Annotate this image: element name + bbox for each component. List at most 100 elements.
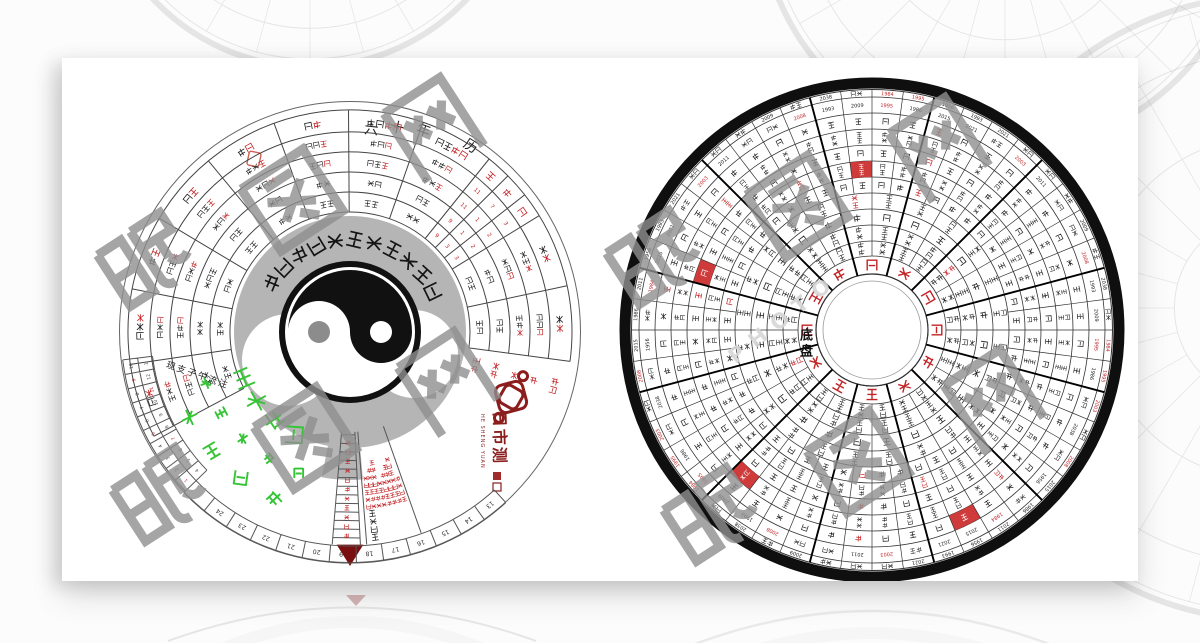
svg-text:1984: 1984 xyxy=(990,510,1004,522)
svg-text:7: 7 xyxy=(170,435,177,441)
svg-text:2003: 2003 xyxy=(1013,155,1027,168)
svg-text:3: 3 xyxy=(443,243,450,250)
svg-text:5: 5 xyxy=(185,457,192,463)
left-wheel-title-char: 年 xyxy=(414,121,433,141)
svg-text:2009: 2009 xyxy=(761,113,775,124)
svg-text:2021: 2021 xyxy=(665,224,676,238)
svg-text:10: 10 xyxy=(153,398,161,406)
svg-text:1986: 1986 xyxy=(1088,367,1096,381)
svg-text:2021: 2021 xyxy=(911,557,925,565)
svg-text:22: 22 xyxy=(261,533,271,542)
svg-text:1956: 1956 xyxy=(969,536,983,547)
svg-text:9: 9 xyxy=(131,378,138,382)
svg-text:4: 4 xyxy=(194,467,200,473)
svg-text:2009: 2009 xyxy=(789,549,803,559)
svg-text:1995: 1995 xyxy=(1099,369,1107,383)
svg-text:8: 8 xyxy=(135,392,142,397)
svg-text:2021: 2021 xyxy=(937,538,951,548)
svg-text:23: 23 xyxy=(237,521,247,531)
svg-text:5: 5 xyxy=(150,431,157,436)
svg-text:2011: 2011 xyxy=(717,155,731,168)
svg-text:6: 6 xyxy=(177,446,184,452)
svg-text:1986: 1986 xyxy=(909,106,923,114)
svg-text:4: 4 xyxy=(157,443,164,449)
svg-text:2: 2 xyxy=(469,244,476,250)
svg-text:2: 2 xyxy=(174,466,181,472)
image-canvas: 1111997113322313141516171819202122232414… xyxy=(62,58,1138,581)
svg-text:11: 11 xyxy=(472,187,481,196)
brand-seal-logo-latin: HE SHENG YUAN xyxy=(479,414,485,469)
svg-text:13: 13 xyxy=(484,499,495,509)
left-wheel-title-char: 六 xyxy=(363,121,379,138)
svg-text:2011: 2011 xyxy=(1034,175,1047,189)
svg-text:2015: 2015 xyxy=(937,113,951,123)
svg-text:1984: 1984 xyxy=(648,279,656,293)
svg-text:2008: 2008 xyxy=(793,113,807,123)
ghost-wheel xyxy=(150,0,470,70)
svg-text:2008: 2008 xyxy=(1080,251,1090,265)
svg-text:1: 1 xyxy=(143,362,149,366)
svg-text:24: 24 xyxy=(215,507,226,517)
svg-text:1986: 1986 xyxy=(679,448,691,462)
svg-text:3: 3 xyxy=(502,221,509,228)
svg-text:9: 9 xyxy=(158,412,165,417)
svg-text:17: 17 xyxy=(391,545,400,553)
svg-text:7: 7 xyxy=(488,204,495,211)
svg-text:11: 11 xyxy=(149,386,156,393)
svg-text:2038: 2038 xyxy=(1068,422,1079,436)
left-wheel-title-char: 十 xyxy=(388,119,405,138)
svg-text:2009: 2009 xyxy=(1092,309,1099,322)
svg-text:1: 1 xyxy=(473,217,480,224)
logo-char: 日 xyxy=(489,410,510,428)
svg-text:2015: 2015 xyxy=(964,526,978,537)
bottom-pointer xyxy=(336,544,364,566)
svg-text:12: 12 xyxy=(145,373,152,380)
svg-text:1956: 1956 xyxy=(1034,471,1047,485)
svg-text:2009: 2009 xyxy=(1078,219,1089,233)
svg-text:3: 3 xyxy=(165,455,172,461)
svg-text:1993: 1993 xyxy=(821,106,835,114)
svg-text:9: 9 xyxy=(433,233,440,240)
logo-char: 市 xyxy=(489,428,510,446)
svg-text:2021: 2021 xyxy=(964,123,978,134)
svg-text:2015: 2015 xyxy=(655,251,665,265)
bottom-reflection xyxy=(167,595,1050,643)
wheels-drawing: 1111997113322313141516171819202122232414… xyxy=(119,77,1125,581)
svg-text:2011: 2011 xyxy=(851,550,864,557)
left-wheel-group: 1111997113322313141516171819202122232414… xyxy=(119,101,581,566)
svg-text:16: 16 xyxy=(416,538,426,547)
svg-text:20: 20 xyxy=(312,547,321,555)
svg-text:1995: 1995 xyxy=(697,471,710,485)
svg-text:2008: 2008 xyxy=(636,369,644,383)
svg-text:11: 11 xyxy=(459,202,468,211)
svg-text:7: 7 xyxy=(139,405,146,410)
left-wheel-title-char: 历 xyxy=(460,136,480,157)
svg-text:18: 18 xyxy=(365,549,374,557)
svg-text:2003: 2003 xyxy=(1091,399,1101,413)
svg-text:2038: 2038 xyxy=(655,395,665,409)
svg-text:2009: 2009 xyxy=(851,103,864,110)
svg-text:1986: 1986 xyxy=(633,308,640,321)
taiji-symbol xyxy=(279,261,421,403)
svg-text:2008: 2008 xyxy=(766,526,780,537)
svg-text:6: 6 xyxy=(144,418,151,423)
svg-text:1: 1 xyxy=(183,477,189,483)
svg-text:3: 3 xyxy=(452,255,459,262)
svg-text:1995: 1995 xyxy=(880,103,893,110)
svg-text:1993: 1993 xyxy=(941,549,955,559)
svg-text:1956: 1956 xyxy=(645,338,652,351)
svg-text:9: 9 xyxy=(447,218,454,225)
svg-text:1993: 1993 xyxy=(740,510,754,522)
svg-text:1995: 1995 xyxy=(1092,338,1099,351)
svg-text:10: 10 xyxy=(128,363,135,370)
svg-text:1: 1 xyxy=(458,230,465,237)
svg-text:2003: 2003 xyxy=(880,550,893,557)
svg-text:2: 2 xyxy=(485,232,492,238)
svg-text:14: 14 xyxy=(463,515,473,525)
brand-seal-logo-text: 日市测 xyxy=(489,410,510,464)
svg-text:1984: 1984 xyxy=(1104,339,1111,352)
svg-text:2003: 2003 xyxy=(697,175,710,189)
svg-text:8: 8 xyxy=(164,424,171,429)
svg-text:2038: 2038 xyxy=(1099,277,1107,291)
